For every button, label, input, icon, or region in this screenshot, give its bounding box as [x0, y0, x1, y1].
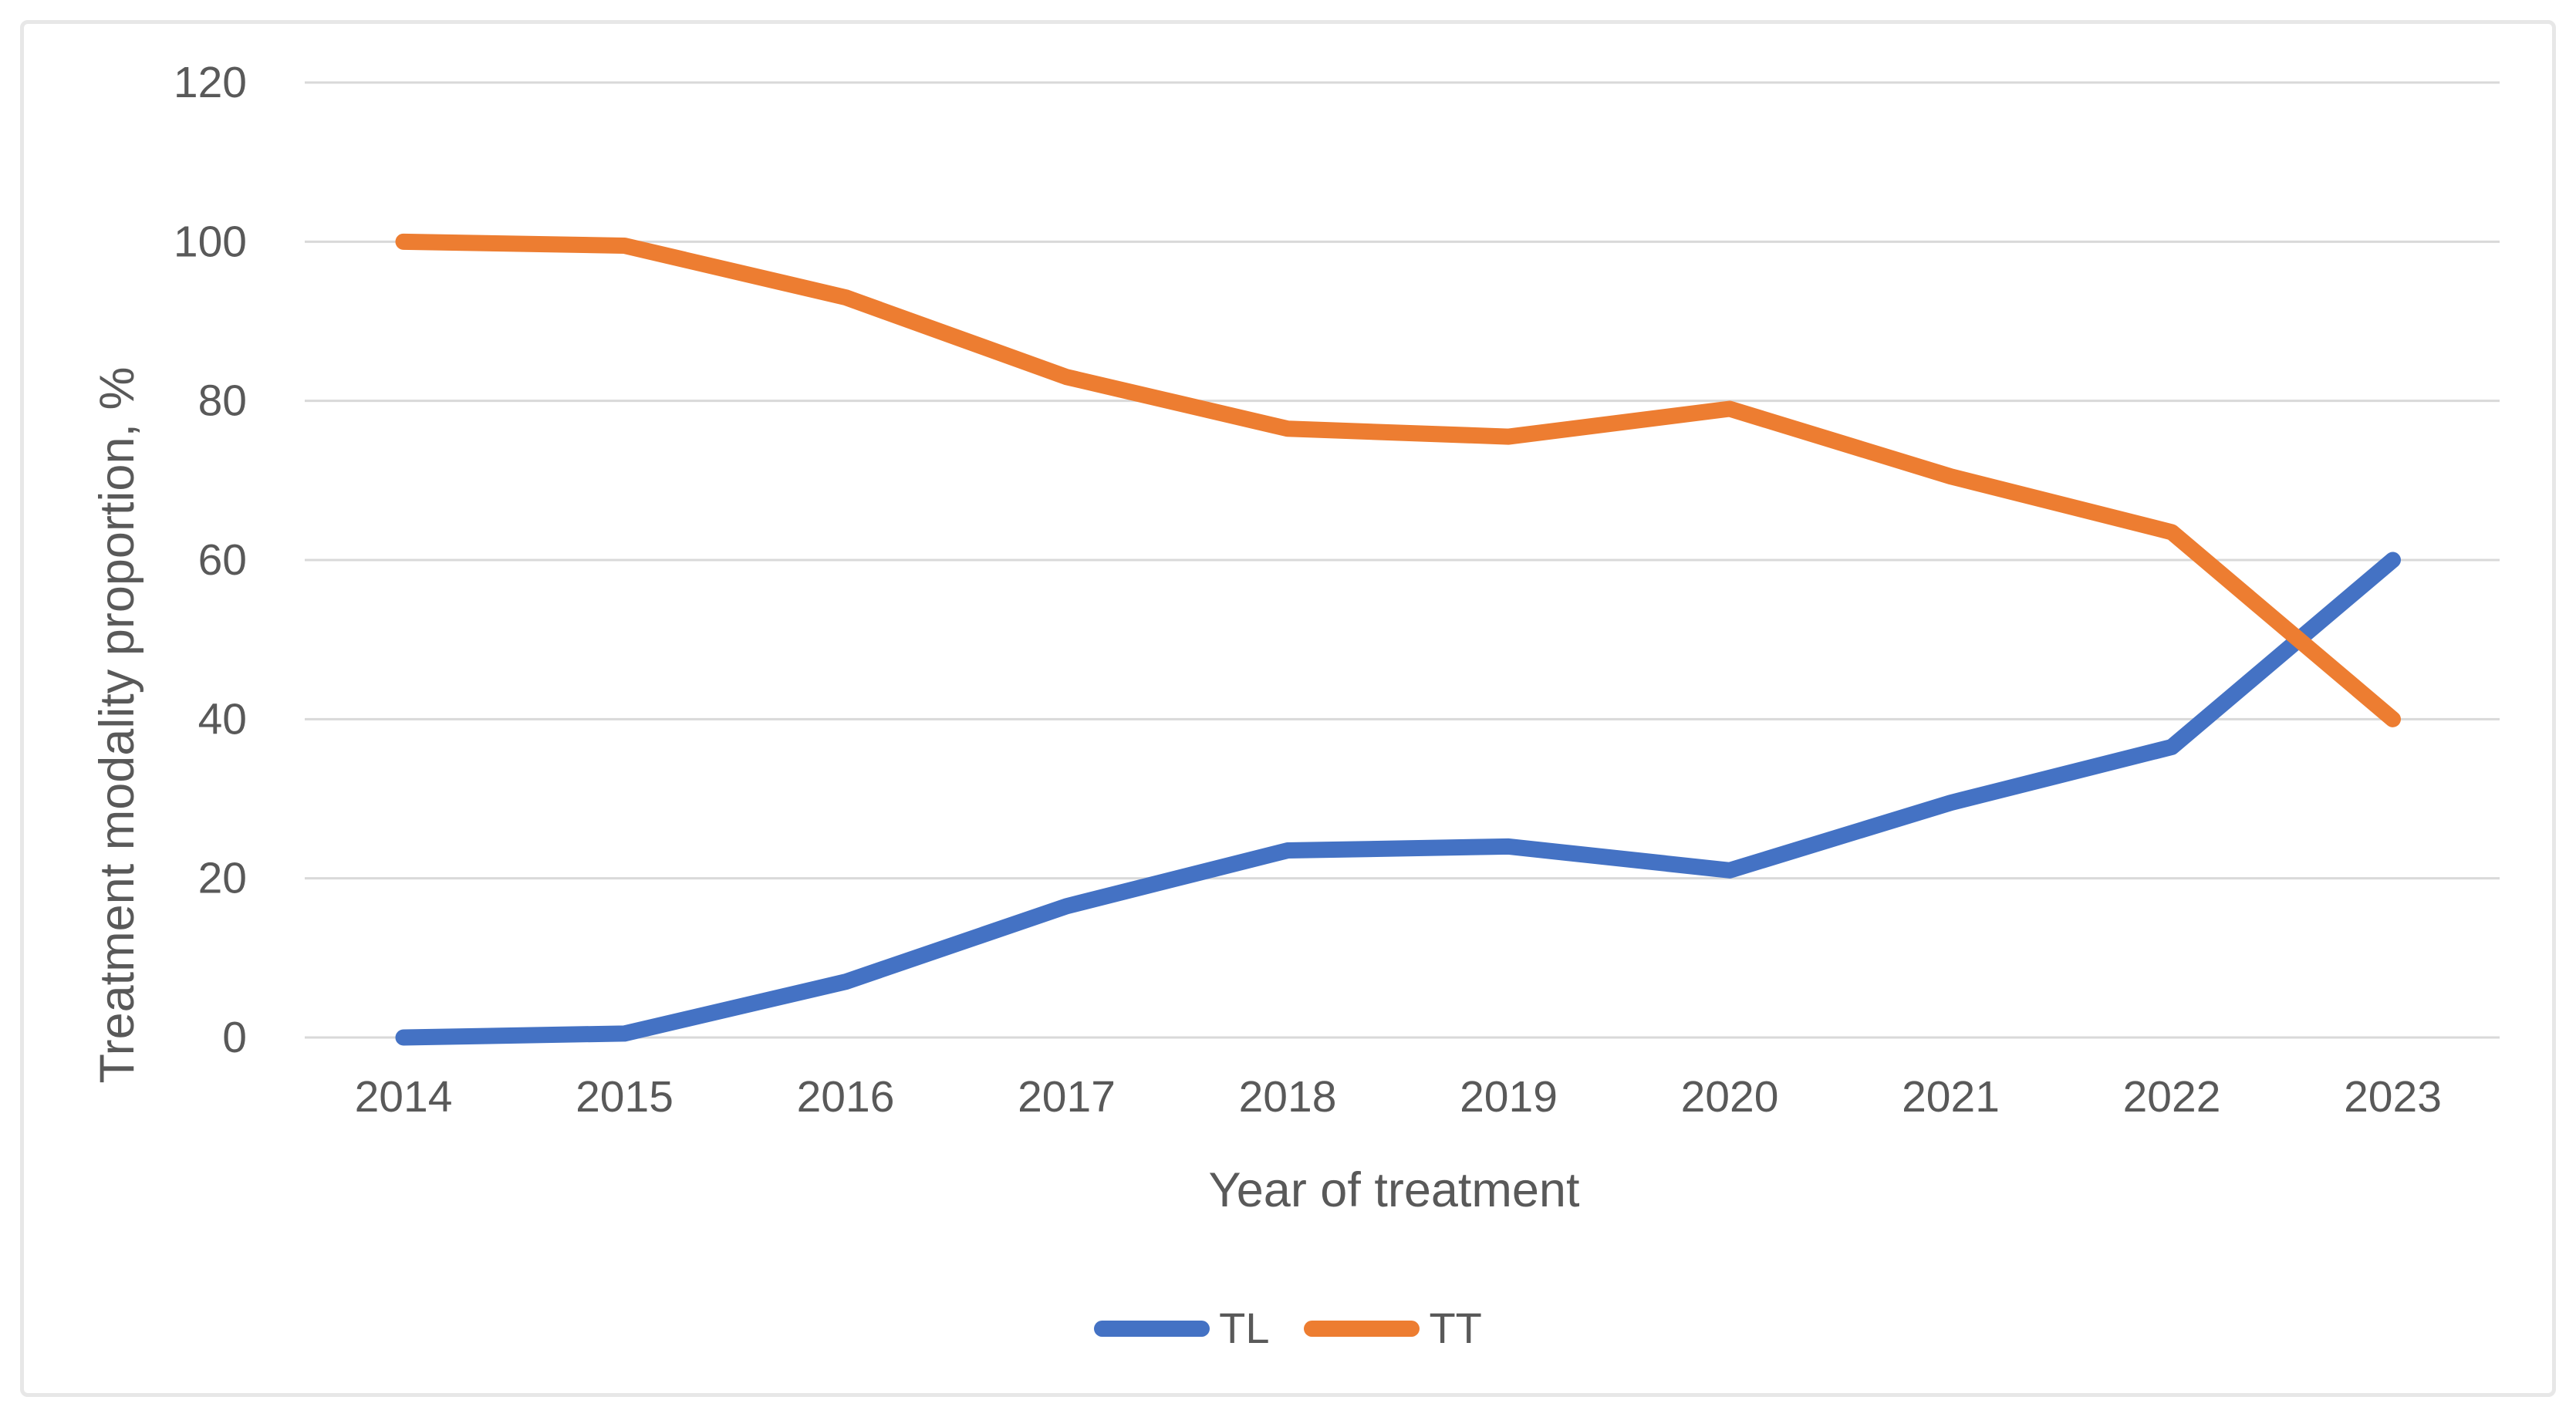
legend-swatch-TT — [1304, 1320, 1420, 1337]
legend-label-TL: TL — [1219, 1304, 1270, 1352]
y-tick-label: 0 — [222, 1013, 247, 1062]
x-tick-label: 2018 — [1239, 1072, 1337, 1122]
y-tick-label: 60 — [198, 535, 247, 585]
series-line-TT — [395, 233, 2401, 727]
legend-swatch-TL — [1094, 1320, 1210, 1337]
x-tick-label: 2023 — [2344, 1072, 2442, 1122]
x-tick-label: 2017 — [1018, 1072, 1116, 1122]
legend-item-TL: TL — [1094, 1307, 1269, 1350]
y-tick-label: 80 — [198, 376, 247, 426]
series-line-TL — [395, 552, 2401, 1046]
x-tick-label: 2020 — [1681, 1072, 1779, 1122]
legend-item-TT: TT — [1304, 1304, 1482, 1352]
legend-label-TT: TT — [1429, 1304, 1482, 1352]
y-tick-label: 40 — [198, 694, 247, 744]
x-tick-label: 2015 — [576, 1072, 674, 1122]
x-tick-label: 2021 — [1902, 1072, 2000, 1122]
y-tick-label: 100 — [174, 217, 247, 266]
x-tick-label: 2016 — [797, 1072, 895, 1122]
chart-legend: TL TT — [0, 1305, 2576, 1351]
x-tick-label: 2019 — [1460, 1072, 1558, 1122]
x-tick-label: 2022 — [2123, 1072, 2221, 1122]
y-tick-label: 120 — [174, 58, 247, 107]
x-axis-title: Year of treatment — [1208, 1163, 1580, 1217]
x-tick-label: 2014 — [355, 1072, 453, 1122]
y-tick-label: 20 — [198, 854, 247, 903]
y-axis-title: Treatment modality proportion, % — [90, 366, 144, 1084]
